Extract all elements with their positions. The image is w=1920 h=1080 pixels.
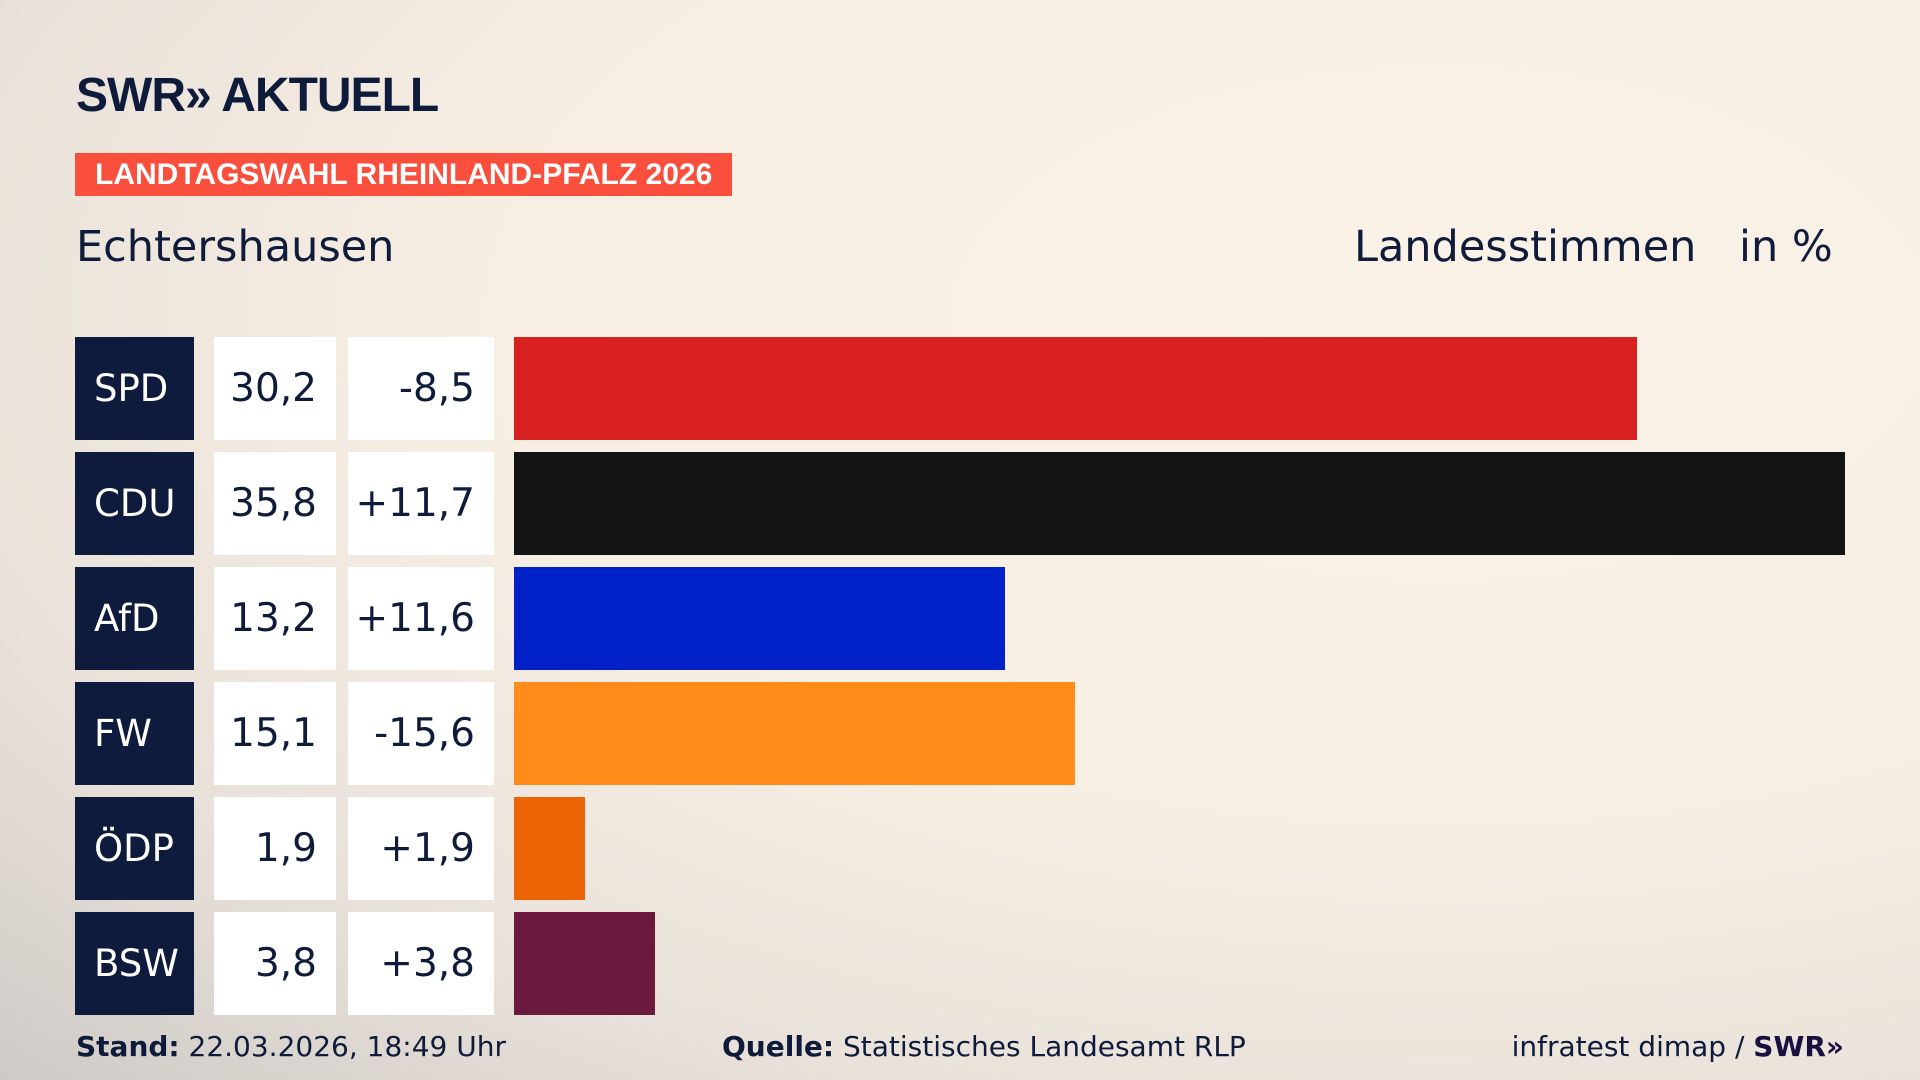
value-label: 1,9 [214,797,336,900]
party-row: BSW 3,8 +3,8 [75,912,1875,1015]
measure-label: Landesstimmen [1354,222,1697,272]
location-title: Echtershausen [76,222,395,272]
party-row: AfD 13,2 +11,6 [75,567,1875,670]
bar-bsw [514,912,656,1015]
stand-label: Stand: [76,1030,180,1063]
bar-spd [514,337,1637,440]
party-label: AfD [75,567,194,670]
value-label: 30,2 [214,337,336,440]
party-label: SPD [75,337,194,440]
diff-label: -8,5 [348,337,494,440]
party-label: FW [75,682,194,785]
value-label: 35,8 [214,452,336,555]
party-label: ÖDP [75,797,194,900]
bar-cdu [514,452,1845,555]
bar-fw [514,682,1076,785]
bar-afd [514,567,1005,670]
unit-label: in % [1739,222,1833,272]
party-row: ÖDP 1,9 +1,9 [75,797,1875,900]
election-banner: LANDTAGSWAHL RHEINLAND-PFALZ 2026 [75,153,733,196]
credit: infratest dimap / SWR» [1512,1030,1844,1063]
party-label: BSW [75,912,194,1015]
diff-label: +1,9 [348,797,494,900]
credit-text: infratest dimap / [1511,1030,1754,1063]
timestamp: Stand: 22.03.2026, 18:49 Uhr [76,1030,506,1063]
source-value: Statistisches Landesamt RLP [834,1030,1246,1063]
swr-logo-small: SWR» [1753,1030,1844,1063]
swr-aktuell-logo: SWR» AKTUELL [76,69,439,122]
diff-label: +11,7 [348,452,494,555]
source: Quelle: Statistisches Landesamt RLP [722,1030,1246,1063]
diff-label: -15,6 [348,682,494,785]
stand-value: 22.03.2026, 18:49 Uhr [179,1030,506,1063]
diff-label: +3,8 [348,912,494,1015]
value-label: 13,2 [214,567,336,670]
party-row: CDU 35,8 +11,7 [75,452,1875,555]
bar-ödp [514,797,585,900]
diff-label: +11,6 [348,567,494,670]
value-label: 3,8 [214,912,336,1015]
party-label: CDU [75,452,194,555]
value-label: 15,1 [214,682,336,785]
party-row: FW 15,1 -15,6 [75,682,1875,785]
source-label: Quelle: [722,1030,835,1063]
party-row: SPD 30,2 -8,5 [75,337,1875,440]
